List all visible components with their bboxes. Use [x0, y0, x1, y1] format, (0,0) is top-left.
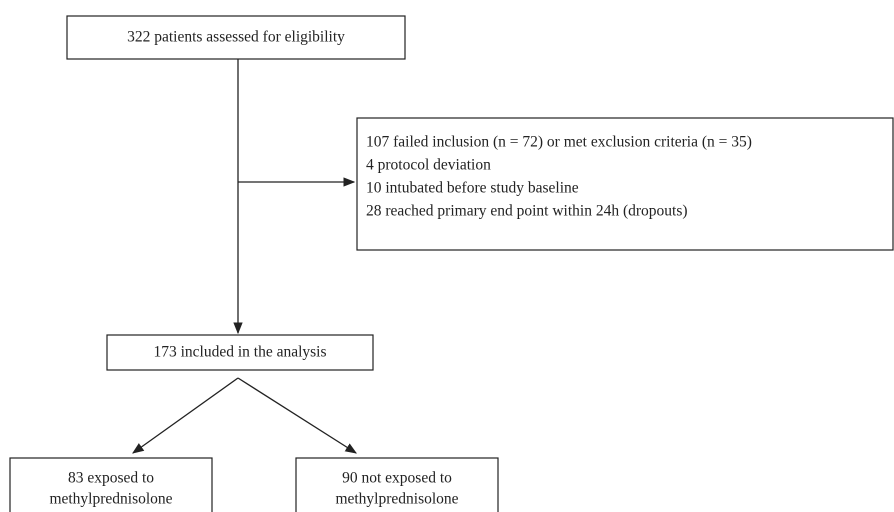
node-label: methylprednisolone	[49, 491, 172, 508]
connector	[132, 377, 239, 454]
node-label: 173 included in the analysis	[153, 344, 326, 361]
node-label: 28 reached primary end point within 24h …	[366, 203, 688, 220]
node-box	[356, 117, 894, 251]
node-label: 107 failed inclusion (n = 72) or met exc…	[366, 134, 752, 151]
node-box	[295, 457, 499, 512]
node-box	[9, 457, 213, 512]
node-label: 90 not exposed to	[342, 470, 452, 487]
node-box	[66, 15, 406, 60]
node-box	[106, 334, 374, 371]
node-label: 4 protocol deviation	[366, 157, 491, 174]
node-label: 322 patients assessed for eligibility	[127, 29, 345, 46]
node-label: methylprednisolone	[335, 491, 458, 508]
node-label: 83 exposed to	[68, 470, 154, 487]
connector	[237, 377, 357, 454]
node-label: 10 intubated before study baseline	[366, 180, 579, 197]
